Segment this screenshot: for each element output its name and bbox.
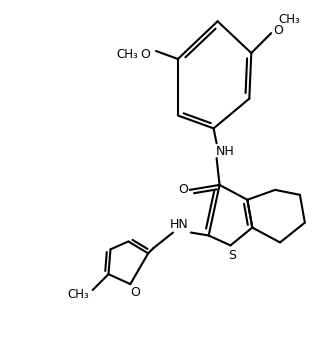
- Text: O: O: [130, 286, 140, 299]
- Text: O: O: [273, 24, 283, 37]
- Text: S: S: [228, 249, 237, 262]
- Text: O: O: [178, 183, 188, 196]
- Text: CH₃: CH₃: [68, 288, 90, 301]
- Text: O: O: [140, 48, 150, 61]
- Text: CH₃: CH₃: [278, 13, 300, 26]
- Text: CH₃: CH₃: [117, 48, 138, 61]
- Text: HN: HN: [170, 218, 188, 231]
- Text: NH: NH: [216, 145, 235, 158]
